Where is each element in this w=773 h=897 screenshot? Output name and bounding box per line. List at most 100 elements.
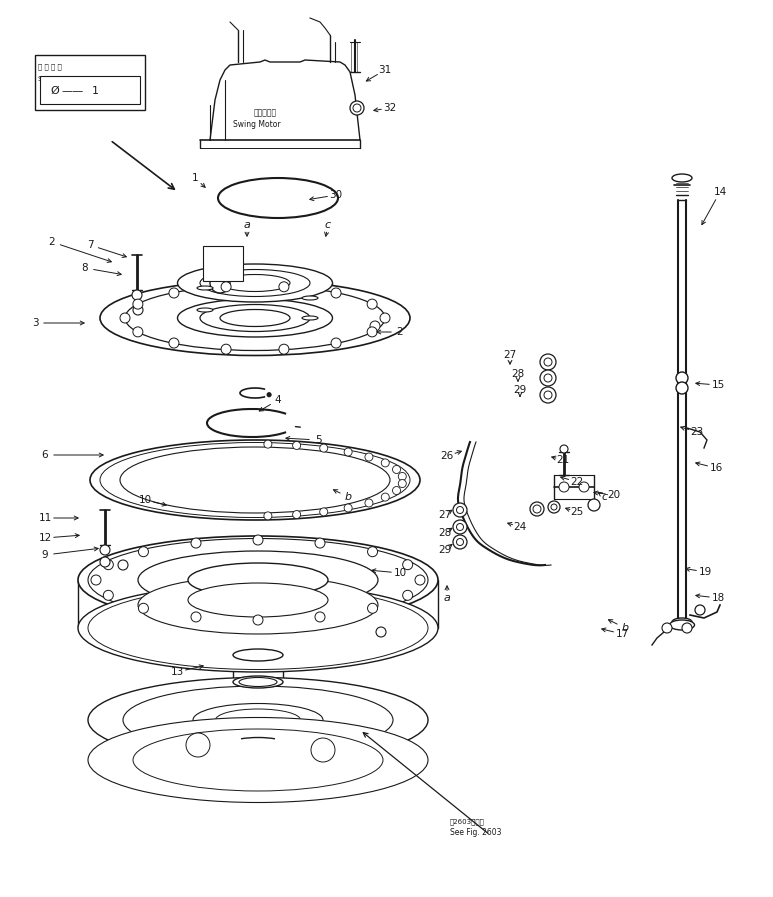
Circle shape [132,290,142,300]
Circle shape [104,590,114,600]
Circle shape [381,493,390,501]
Circle shape [315,538,325,548]
Text: 14: 14 [713,187,727,197]
Circle shape [370,321,380,331]
Ellipse shape [100,442,410,518]
Ellipse shape [200,269,310,297]
Text: 第2603図参照: 第2603図参照 [450,818,485,824]
Circle shape [457,524,464,530]
Ellipse shape [133,729,383,791]
Text: 20: 20 [608,490,621,500]
Circle shape [365,453,373,461]
Circle shape [169,338,179,348]
Circle shape [279,282,289,292]
Ellipse shape [233,649,283,661]
Circle shape [264,512,272,520]
Circle shape [403,560,413,570]
Ellipse shape [100,281,410,355]
Circle shape [331,338,341,348]
Text: 29: 29 [513,385,526,395]
Circle shape [118,560,128,570]
Circle shape [100,557,110,567]
Circle shape [186,733,210,757]
Ellipse shape [218,178,338,218]
Text: 適 用 号 機: 適 用 号 機 [38,64,62,70]
Circle shape [381,459,390,467]
Circle shape [367,546,377,557]
Circle shape [344,504,352,512]
Text: 15: 15 [711,380,724,390]
Text: 25: 25 [570,507,584,517]
Ellipse shape [178,299,332,337]
Text: 21: 21 [557,455,570,465]
Circle shape [695,605,705,615]
Text: 9: 9 [42,550,48,560]
Circle shape [540,354,556,370]
Text: 1: 1 [192,173,199,183]
Text: 4: 4 [274,395,281,405]
Text: 1: 1 [91,86,98,96]
Circle shape [548,501,560,513]
Text: 22: 22 [570,477,584,487]
Circle shape [367,327,377,337]
Ellipse shape [239,677,277,686]
Ellipse shape [233,676,283,688]
Ellipse shape [178,264,332,302]
Ellipse shape [672,174,692,182]
Circle shape [253,535,263,545]
Circle shape [398,473,407,481]
Text: 7: 7 [87,240,94,250]
Circle shape [100,545,110,555]
Circle shape [221,344,231,354]
Circle shape [393,466,400,474]
Circle shape [210,273,230,293]
Text: 28: 28 [438,528,451,538]
Ellipse shape [90,440,420,520]
Ellipse shape [88,538,428,622]
Circle shape [221,282,231,292]
Text: Swing Motor: Swing Motor [233,120,281,129]
Circle shape [403,590,413,600]
Text: 6: 6 [42,450,48,460]
Circle shape [376,627,386,637]
Text: c: c [325,220,331,230]
Circle shape [104,560,114,570]
Bar [40,76,140,104]
Text: 32: 32 [383,103,397,113]
Ellipse shape [88,677,428,762]
Circle shape [91,575,101,585]
Circle shape [544,391,552,399]
Bar [203,246,243,281]
Ellipse shape [123,686,393,754]
Ellipse shape [88,718,428,803]
Ellipse shape [220,309,290,327]
Circle shape [415,575,425,585]
Ellipse shape [88,587,428,669]
Circle shape [353,104,361,112]
Text: See Fig. 2603: See Fig. 2603 [450,828,502,837]
Circle shape [559,482,569,492]
Circle shape [367,604,377,614]
Circle shape [530,502,544,516]
Bar [35,55,145,110]
Ellipse shape [120,447,390,513]
Text: 旋回モータ: 旋回モータ [254,108,277,117]
Circle shape [453,503,467,517]
Circle shape [380,313,390,323]
Ellipse shape [220,274,290,292]
Circle shape [676,372,688,384]
Ellipse shape [672,618,692,626]
Ellipse shape [125,285,385,351]
Text: b: b [345,492,352,502]
Circle shape [253,615,263,625]
Ellipse shape [193,703,323,736]
Text: 28: 28 [512,369,525,379]
Circle shape [551,504,557,510]
Text: 23: 23 [690,427,703,437]
Ellipse shape [188,583,328,617]
Text: 26: 26 [441,451,454,461]
Ellipse shape [302,316,318,320]
Circle shape [393,486,400,494]
Circle shape [453,520,467,534]
Text: 27: 27 [438,510,451,520]
